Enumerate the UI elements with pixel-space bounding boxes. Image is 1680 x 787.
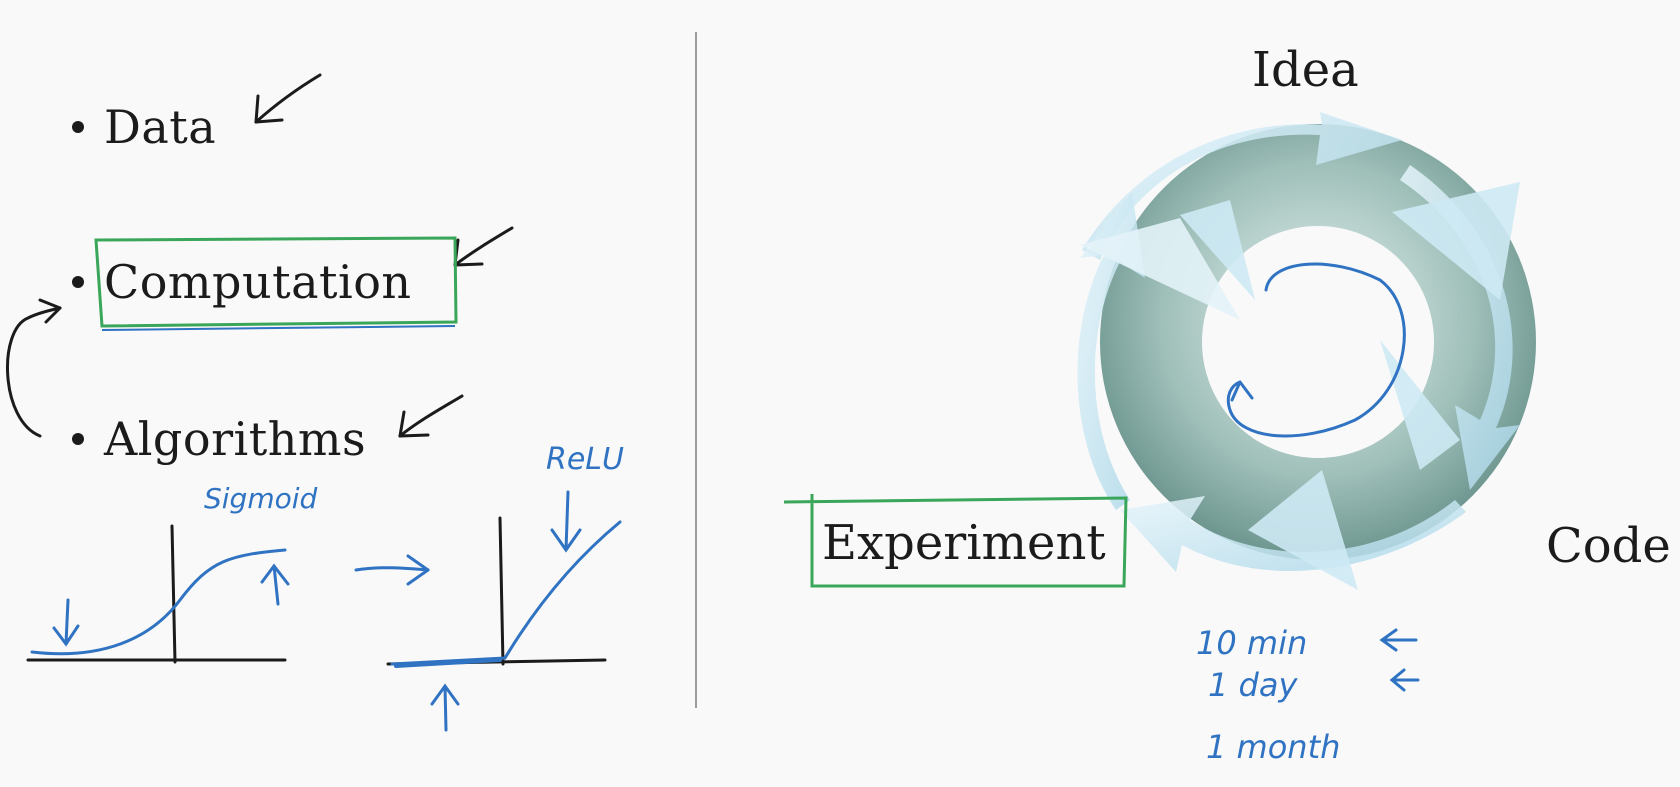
sigmoid-plot — [26, 524, 290, 664]
cycle-arrow-right — [1400, 165, 1520, 490]
computation-pointer-arrow — [453, 226, 514, 267]
cycle-arrow-top — [1082, 112, 1402, 260]
bullet-dot — [72, 276, 84, 288]
time-annotation-2: 1 day — [1208, 666, 1298, 704]
bullet-computation: Computation — [72, 255, 412, 309]
data-pointer-arrow — [254, 73, 322, 124]
bullet-data: Data — [72, 100, 216, 154]
transition-arrow — [354, 554, 430, 586]
relu-annotation: ReLU — [546, 442, 624, 477]
time-arrows — [1379, 628, 1420, 692]
bullet-label: Computation — [104, 255, 412, 309]
bullet-dot — [72, 121, 84, 133]
cycle-arrow-left — [1077, 192, 1145, 510]
bullet-algorithms: Algorithms — [72, 412, 366, 466]
bullet-dot — [72, 433, 84, 445]
feedback-loop-arrow — [6, 298, 62, 438]
cycle-label-code: Code — [1546, 518, 1671, 574]
time-annotation-3: 1 month — [1206, 728, 1341, 766]
relu-plot — [386, 490, 622, 732]
algorithms-pointer-arrow — [398, 394, 464, 438]
time-annotation-1: 10 min — [1196, 624, 1308, 662]
cycle-label-experiment: Experiment — [822, 515, 1106, 571]
bullet-label: Data — [104, 100, 217, 154]
iteration-cycle — [1077, 112, 1536, 590]
bullet-label: Algorithms — [104, 412, 367, 466]
fast-iteration-loop — [1226, 262, 1406, 438]
computation-highlight-box — [94, 236, 458, 328]
experiment-highlight-box — [783, 494, 1128, 588]
cycle-label-idea: Idea — [1252, 42, 1359, 98]
cycle-arrow-bottom — [1120, 496, 1466, 572]
sigmoid-annotation: Sigmoid — [204, 482, 318, 515]
